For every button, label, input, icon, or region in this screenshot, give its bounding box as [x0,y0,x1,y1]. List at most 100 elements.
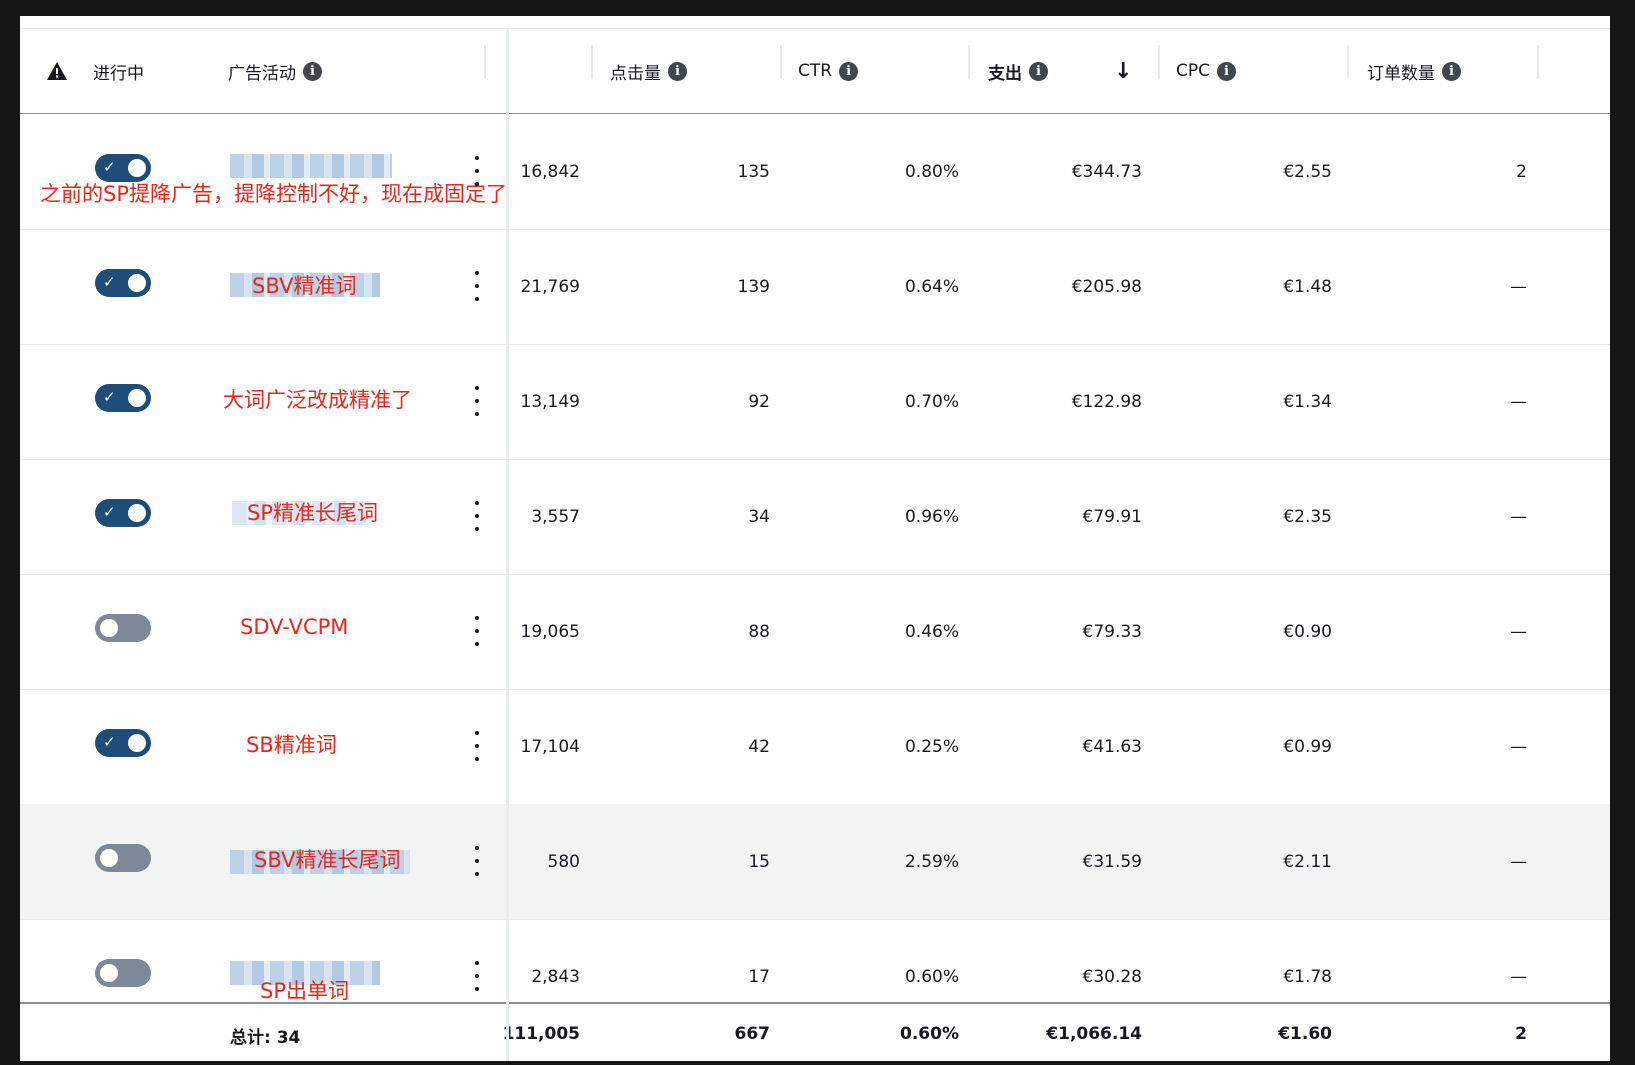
impressions-value: 13,149 [520,391,580,412]
ctr-column-header[interactable]: CTR i [798,29,859,113]
table-header: 进行中 广告活动 i 点击量 i CTR i 支出 i ↓ CPC i [20,29,1610,114]
more-options-icon[interactable] [473,156,481,186]
redacted-campaign-name[interactable] [230,850,410,874]
more-options-icon[interactable] [473,731,481,761]
ctr-value: 2.59% [904,851,959,872]
column-divider [484,45,486,79]
impressions-value: 3,557 [531,506,580,527]
campaign-status-toggle[interactable] [95,844,151,872]
orders-value: 2 [1516,161,1527,182]
info-icon[interactable]: i [1029,61,1048,81]
campaign-status-toggle[interactable]: ✓ [95,729,151,757]
campaign-status-toggle[interactable]: ✓ [95,499,151,527]
ctr-value: 0.64% [904,276,959,297]
clicks-value: 15 [748,851,770,872]
column-divider[interactable] [591,45,593,79]
clicks-value: 139 [737,276,770,297]
total-impressions: 111,005 [502,1023,580,1044]
column-divider[interactable] [780,45,782,79]
ctr-value: 0.60% [904,966,959,987]
table-row: SP出单词 2,843 17 0.60% €30.28 €1.78 — [20,919,1610,1003]
redacted-campaign-name[interactable] [230,961,380,985]
clicks-value: 42 [748,736,770,757]
redacted-campaign-name[interactable] [232,501,372,525]
toggle-knob [128,389,146,407]
column-divider[interactable] [1537,45,1539,79]
campaign-annotation: SB精准词 [246,733,337,757]
toggle-knob [100,849,118,867]
total-cpc: €1.60 [1278,1023,1332,1044]
clicks-column-header[interactable]: 点击量 i [610,29,687,113]
spend-value: €30.28 [1082,966,1142,987]
impressions-value: 580 [547,851,580,872]
column-divider[interactable] [968,45,970,79]
cpc-value: €2.35 [1283,506,1332,527]
campaign-status-toggle[interactable] [95,614,151,642]
toggle-knob [128,734,146,752]
table-row: ✓ 之前的SP提降广告，提降控制不好，现在成固定了 16,842 135 0.8… [20,114,1610,230]
orders-value: — [1510,391,1527,412]
cpc-column-header[interactable]: CPC i [1176,29,1236,113]
table-row: ✓ SP精准长尾词 3,557 34 0.96% €79.91 €2.35 — [20,459,1610,575]
campaign-header-label: 广告活动 [228,63,296,84]
status-column-header[interactable]: 进行中 [93,29,144,113]
table-row-hovered: SBV精准长尾词 580 15 2.59% €31.59 €2.11 — [20,804,1610,920]
campaign-annotation: 之前的SP提降广告，提降控制不好，现在成固定了 [40,182,507,206]
table-row: SDV-VCPM 19,065 88 0.46% €79.33 €0.90 — [20,574,1610,690]
more-options-icon[interactable] [473,616,481,646]
ctr-value: 0.25% [904,736,959,757]
total-orders: 2 [1515,1023,1527,1044]
clicks-header-label: 点击量 [610,63,661,84]
frozen-column-divider [506,28,509,1061]
ctr-value: 0.80% [904,161,959,182]
ctr-header-label: CTR [798,61,833,81]
impressions-value: 16,842 [520,161,580,182]
info-icon[interactable]: i [1442,61,1461,81]
campaign-annotation: SDV-VCPM [240,615,349,639]
spend-value: €205.98 [1071,276,1142,297]
spend-value: €122.98 [1071,391,1142,412]
total-clicks: 667 [734,1023,771,1044]
more-options-icon[interactable] [473,846,481,876]
orders-value: — [1510,621,1527,642]
toggle-knob [100,964,118,982]
info-icon[interactable]: i [839,61,859,81]
info-icon[interactable]: i [1217,61,1236,81]
more-options-icon[interactable] [473,961,481,991]
redacted-campaign-name[interactable] [230,273,380,297]
check-icon: ✓ [103,273,116,291]
cpc-value: €0.90 [1283,621,1332,642]
more-options-icon[interactable] [473,271,481,301]
table-row: ✓ 大词广泛改成精准了 13,149 92 0.70% €122.98 €1.3… [20,344,1610,460]
campaign-annotation: SP出单词 [260,979,349,1003]
campaign-table-panel: 进行中 广告活动 i 点击量 i CTR i 支出 i ↓ CPC i [20,16,1610,1061]
campaign-status-toggle[interactable]: ✓ [95,384,151,412]
cpc-value: €1.48 [1283,276,1332,297]
cpc-value: €1.78 [1283,966,1332,987]
ctr-value: 0.70% [904,391,959,412]
campaign-status-toggle[interactable]: ✓ [95,154,151,182]
cpc-value: €1.34 [1283,391,1332,412]
orders-value: — [1510,506,1527,527]
campaign-status-toggle[interactable] [95,959,151,987]
column-divider[interactable] [1347,45,1349,79]
orders-column-header[interactable]: 订单数量 i [1367,29,1461,113]
spend-column-header[interactable]: 支出 i [988,29,1048,113]
impressions-value: 2,843 [531,966,580,987]
cpc-value: €0.99 [1283,736,1332,757]
info-icon[interactable]: i [303,61,322,81]
more-options-icon[interactable] [473,501,481,531]
warning-icon [46,29,68,113]
redacted-campaign-name[interactable] [230,154,392,178]
info-icon[interactable]: i [668,61,687,81]
cpc-value: €2.55 [1283,161,1332,182]
toggle-knob [128,159,146,177]
sort-descending-icon[interactable]: ↓ [1114,29,1132,113]
column-divider[interactable] [1158,45,1160,79]
total-ctr: 0.60% [900,1023,959,1044]
more-options-icon[interactable] [473,386,481,416]
orders-value: — [1510,276,1527,297]
campaign-column-header[interactable]: 广告活动 i [228,29,322,113]
orders-value: — [1510,966,1527,987]
campaign-status-toggle[interactable]: ✓ [95,269,151,297]
